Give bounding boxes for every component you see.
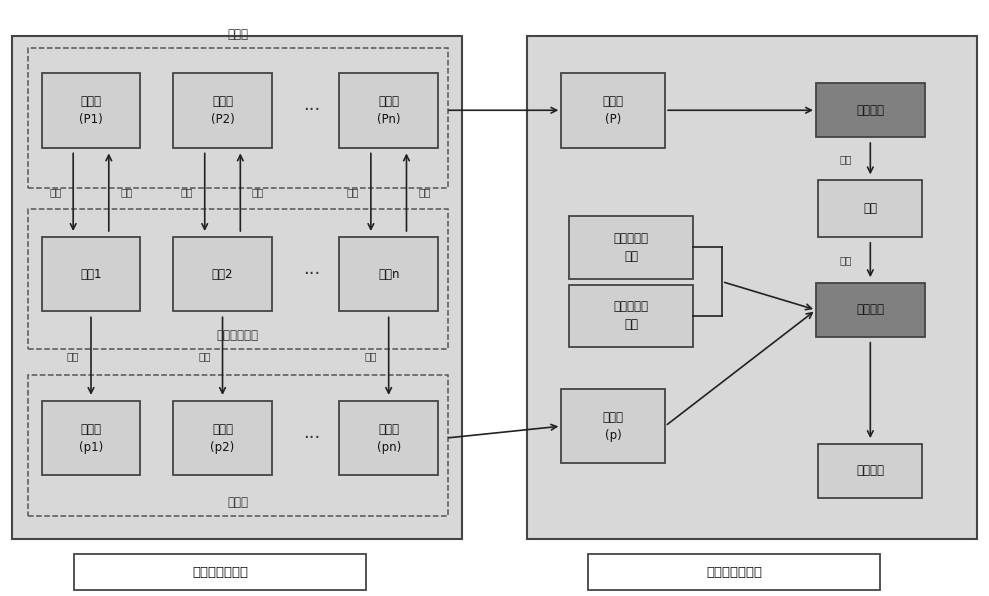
Text: 预测: 预测 — [365, 351, 377, 361]
Text: 预测: 预测 — [121, 187, 133, 197]
Bar — [339, 401, 438, 476]
Text: ···: ··· — [303, 429, 320, 447]
Text: 新特征
(p): 新特征 (p) — [602, 411, 624, 442]
Bar — [42, 73, 140, 148]
Text: 预测: 预测 — [840, 255, 852, 265]
Text: 训练集: 训练集 — [227, 28, 248, 41]
Text: 新特征
(P2): 新特征 (P2) — [211, 95, 234, 126]
Text: 训练: 训练 — [840, 154, 852, 164]
Bar — [819, 444, 923, 498]
Text: 模型n: 模型n — [378, 268, 400, 281]
Text: 新特征
(P1): 新特征 (P1) — [79, 95, 103, 126]
Text: 模型: 模型 — [863, 202, 877, 215]
Text: 预测: 预测 — [418, 187, 430, 197]
Text: 模型堆叠第一层: 模型堆叠第一层 — [192, 566, 248, 579]
Text: 新特征
(Pn): 新特征 (Pn) — [377, 95, 401, 126]
Text: ···: ··· — [303, 101, 320, 119]
Text: 训练: 训练 — [181, 187, 193, 197]
Text: ···: ··· — [303, 265, 320, 283]
Text: 训练: 训练 — [347, 187, 359, 197]
Bar — [816, 83, 925, 137]
Bar — [819, 180, 923, 237]
Bar — [588, 554, 880, 590]
Bar — [562, 389, 666, 464]
Text: 新测试集: 新测试集 — [856, 303, 884, 316]
Text: 初始测试集
标签: 初始测试集 标签 — [613, 300, 649, 331]
Bar — [339, 73, 438, 148]
Bar — [28, 48, 448, 188]
Bar — [562, 73, 666, 148]
Text: 预测: 预测 — [199, 351, 211, 361]
Bar — [74, 554, 366, 590]
Text: 初始训练集
标签: 初始训练集 标签 — [613, 232, 649, 263]
Bar — [173, 401, 272, 476]
Bar — [339, 237, 438, 311]
Bar — [42, 237, 140, 311]
Text: 新特征
(pn): 新特征 (pn) — [377, 423, 401, 454]
Bar — [816, 283, 925, 337]
Bar — [173, 73, 272, 148]
Text: 预测: 预测 — [67, 351, 79, 361]
Text: 训练: 训练 — [49, 187, 61, 197]
Text: 预测: 预测 — [252, 187, 264, 197]
Bar — [570, 216, 692, 279]
Bar — [173, 237, 272, 311]
Bar — [527, 36, 977, 539]
Text: 新训练集: 新训练集 — [856, 104, 884, 117]
Text: 新特征
(p1): 新特征 (p1) — [79, 423, 103, 454]
Bar — [28, 209, 448, 349]
Text: 模型堆叠第二层: 模型堆叠第二层 — [706, 566, 763, 579]
Text: 机器学习模型: 机器学习模型 — [217, 329, 259, 342]
Text: 模型1: 模型1 — [80, 268, 102, 281]
Bar — [12, 36, 462, 539]
Bar — [570, 285, 692, 347]
Text: 模型2: 模型2 — [212, 268, 233, 281]
Text: 测试集: 测试集 — [227, 496, 248, 509]
Text: 新特征
(P): 新特征 (P) — [602, 95, 624, 126]
Text: 新特征
(p2): 新特征 (p2) — [211, 423, 234, 454]
Bar — [28, 375, 448, 516]
Bar — [42, 401, 140, 476]
Text: 输出结果: 输出结果 — [856, 464, 884, 477]
